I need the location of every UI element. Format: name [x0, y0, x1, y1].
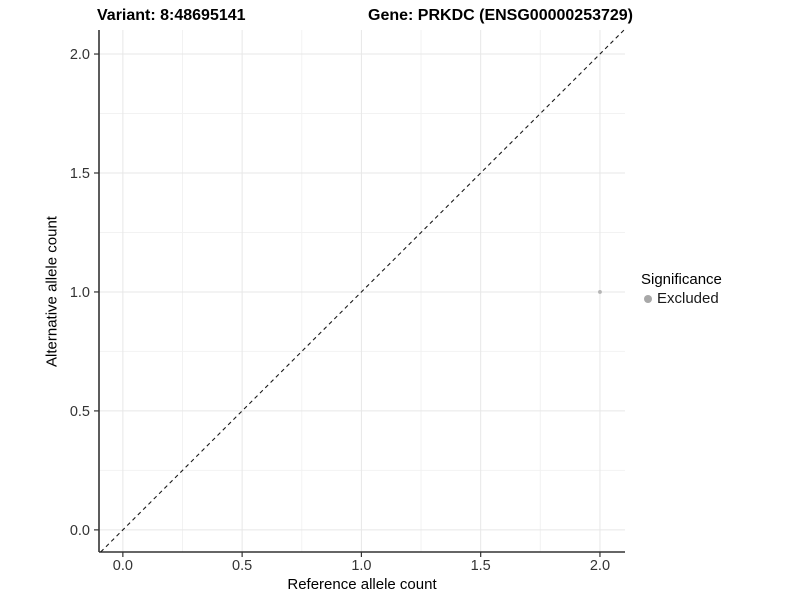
y-tick-label: 2.0 [70, 47, 90, 63]
legend-item-excluded: Excluded [641, 290, 722, 308]
y-tick-label: 0.0 [70, 523, 90, 539]
data-point [598, 290, 602, 294]
identity-dashed-line [100, 29, 625, 553]
x-axis-title: Reference allele count [287, 576, 437, 593]
legend-item-label: Excluded [657, 290, 719, 307]
y-axis-title: Alternative allele count [43, 216, 61, 367]
legend-title: Significance [641, 271, 722, 288]
excluded-point-icon [644, 295, 652, 303]
y-tick-label: 0.5 [70, 404, 90, 420]
variant-title: Variant: 8:48695141 [97, 7, 246, 24]
y-tick-label: 1.5 [70, 166, 90, 182]
legend: Significance Excluded [641, 271, 722, 308]
x-tick-label: 0.0 [113, 558, 133, 574]
x-tick-label: 1.5 [471, 558, 491, 574]
y-tick-label: 1.0 [70, 285, 90, 301]
x-tick-label: 0.5 [232, 558, 252, 574]
x-tick-label: 1.0 [351, 558, 371, 574]
x-tick-label: 2.0 [590, 558, 610, 574]
gene-title: Gene: PRKDC (ENSG00000253729) [368, 7, 634, 24]
